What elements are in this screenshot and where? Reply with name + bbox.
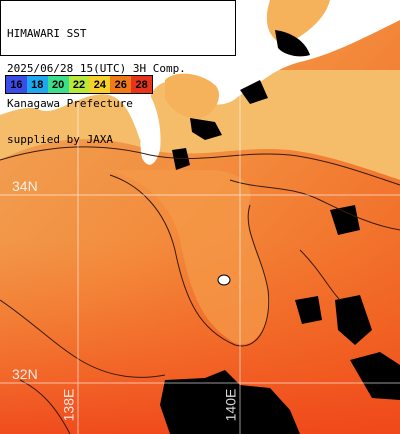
legend-label-26: 26 — [114, 78, 127, 91]
legend-label-24: 24 — [93, 78, 106, 91]
legend-cell-24: 24 — [89, 76, 111, 93]
title-box: HIMAWARI SST 2025/06/28 15(UTC) 3H Comp.… — [0, 0, 236, 145]
cool-bay-water — [100, 170, 270, 345]
sagami-bay — [165, 73, 220, 119]
legend-cell-16: 16 — [6, 76, 27, 93]
legend-cell-18: 18 — [26, 76, 48, 93]
legend-cell-26: 26 — [110, 76, 132, 93]
title-line-3: Kanagawa Prefecture — [7, 97, 133, 111]
izu-oshima — [217, 274, 231, 286]
isotherms — [0, 146, 400, 434]
legend-cell-28: 28 — [131, 76, 153, 93]
legend-cell-22: 22 — [68, 76, 90, 93]
legend-label-16: 16 — [10, 78, 23, 91]
tokyo-bay-dark — [275, 30, 310, 57]
legend-label-20: 20 — [52, 78, 65, 91]
longitude-label-138e: 138E — [60, 388, 77, 422]
latitude-label-34n: 34N — [12, 178, 38, 194]
title-line-2: 2025/06/28 15(UTC) 3H Comp. — [7, 61, 186, 75]
temperature-legend: 16 18 20 22 24 26 28 — [5, 75, 153, 94]
legend-label-28: 28 — [135, 78, 148, 91]
izu-peninsula — [140, 95, 161, 165]
legend-cell-20: 20 — [47, 76, 69, 93]
title-line-4: supplied by JAXA — [7, 132, 113, 146]
cloud-mask — [160, 80, 400, 434]
longitude-label-140e: 140E — [222, 388, 239, 422]
legend-label-18: 18 — [31, 78, 44, 91]
legend-label-22: 22 — [72, 78, 86, 91]
title-line-1: HIMAWARI SST — [7, 26, 87, 40]
latitude-label-32n: 32N — [12, 366, 38, 382]
